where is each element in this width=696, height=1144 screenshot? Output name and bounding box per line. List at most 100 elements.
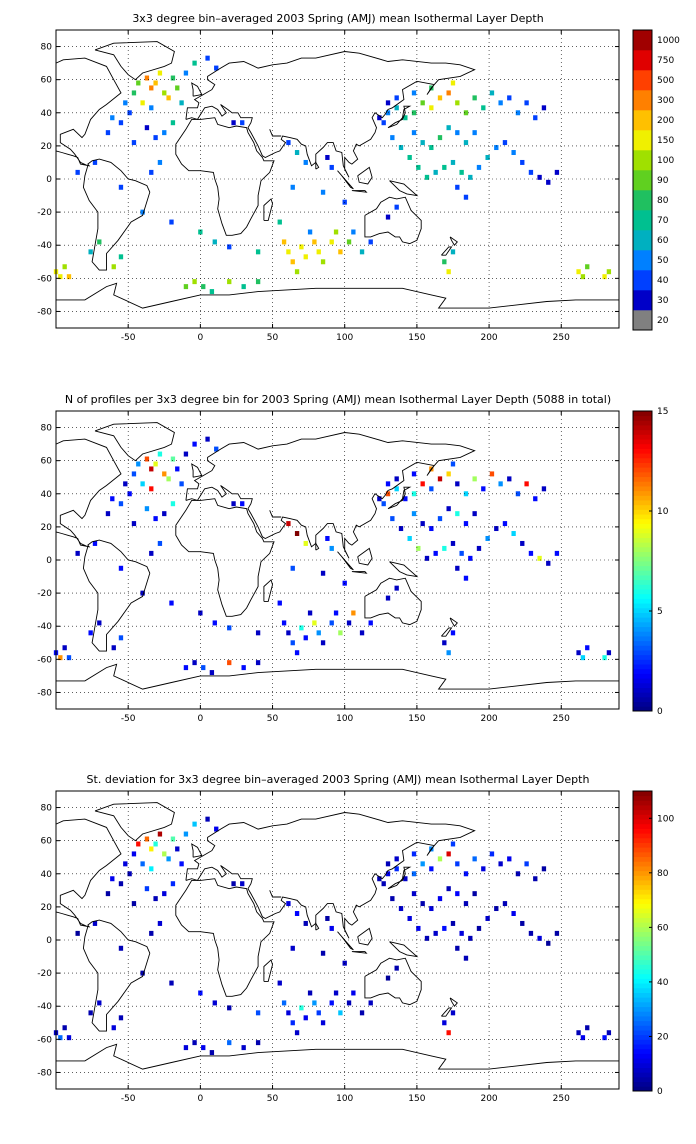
data-cell-84 [533, 876, 538, 882]
colorbar: 0 20 40 60 80 100 [632, 790, 674, 1097]
data-cell-65 [368, 620, 373, 626]
coastline-13 [441, 627, 453, 637]
colorbar-band-8 [633, 668, 652, 674]
data-cell-91 [433, 550, 438, 556]
colorbar-band-1 [633, 701, 652, 707]
data-cell-30 [214, 826, 219, 832]
data-cell-75 [455, 100, 460, 106]
data-cell-115 [377, 496, 382, 502]
colorbar-band-6 [633, 678, 652, 684]
colorbar-tick-label: 10 [657, 507, 669, 517]
data-cell-137 [192, 660, 197, 666]
coastline-16 [56, 663, 619, 690]
colorbar-frame [632, 790, 653, 1092]
colorbar-band-27 [633, 579, 652, 585]
data-cell-99 [502, 140, 508, 146]
data-cell-124 [450, 249, 456, 255]
colorbar-band-53 [633, 837, 652, 843]
colorbar-band-25 [633, 969, 652, 975]
data-cell-47 [255, 630, 261, 636]
colorbar-band-9 [633, 1044, 652, 1050]
data-cell-3 [157, 70, 163, 76]
data-cell-63 [277, 219, 282, 225]
chart-panel-1: 3x3 degree bin–averaged 2003 Spring (AMJ… [37, 12, 680, 343]
colorbar-band-35 [633, 542, 652, 548]
colorbar-band-47 [633, 486, 652, 492]
data-cell-123 [442, 259, 447, 265]
data-cell-119 [450, 461, 456, 467]
data-cell-132 [580, 1035, 586, 1041]
colorbar-band-19 [633, 617, 652, 623]
coastline-7 [337, 931, 354, 951]
colorbar-band-59 [633, 809, 652, 815]
colorbar-band-30 [633, 565, 652, 571]
colorbar-tick-label: 200 [657, 116, 674, 126]
data-cell-121 [463, 955, 469, 961]
y-tick-label: -40 [37, 622, 52, 632]
colorbar-band-63 [633, 411, 652, 417]
data-cell-62 [359, 630, 365, 636]
colorbar-band-13 [633, 1025, 652, 1031]
data-cell-117 [411, 851, 417, 857]
data-cell-62 [359, 1010, 365, 1016]
y-tick-label: 40 [41, 490, 53, 500]
coastline-10 [389, 561, 419, 578]
colorbar-band-43 [633, 884, 652, 890]
data-cell-117 [411, 90, 417, 96]
data-cell-113 [472, 891, 477, 897]
data-cell-40 [320, 950, 326, 956]
data-cell-1 [149, 846, 154, 852]
data-cell-36 [303, 159, 308, 165]
colorbar-tick-label: 5 [657, 607, 663, 617]
data-cell-76 [463, 871, 469, 877]
data-cell-44 [198, 229, 203, 235]
colorbar-band-25 [633, 589, 652, 595]
data-cell-52 [299, 1005, 304, 1011]
data-cell-16 [110, 496, 115, 502]
colorbar-band-15 [633, 1016, 652, 1022]
data-cell-47 [255, 249, 261, 255]
data-cell-28 [192, 441, 197, 447]
data-cell-52 [299, 244, 304, 250]
data-cell-87 [398, 145, 404, 151]
data-cell-49 [286, 1010, 291, 1016]
colorbar-band-63 [633, 791, 652, 797]
data-cell-126 [394, 204, 399, 210]
data-cell-84 [533, 496, 538, 502]
colorbar-frame [632, 410, 653, 712]
data-cell-99 [502, 521, 508, 527]
colorbar-swatch-7 [633, 170, 652, 191]
y-tick-label: -80 [37, 1068, 52, 1078]
colorbar-swatch-5 [633, 210, 652, 231]
data-cell-83 [524, 861, 529, 867]
data-cell-45 [212, 239, 217, 245]
colorbar-band-22 [633, 603, 652, 609]
colorbar-band-40 [633, 898, 652, 904]
colorbar-tick-label: 20 [657, 1032, 669, 1042]
colorbar-band-17 [633, 626, 652, 632]
data-cell-82 [515, 110, 521, 116]
colorbar-swatch-10 [633, 110, 652, 131]
coastline-4 [185, 812, 476, 939]
coastline-10 [389, 941, 419, 958]
data-cell-78 [481, 105, 486, 111]
x-tick-label: 150 [408, 1094, 425, 1104]
data-cell-69 [403, 876, 408, 882]
colorbar-band-45 [633, 875, 652, 881]
data-cell-116 [394, 476, 399, 482]
colorbar-tick-label: 0 [657, 1087, 663, 1097]
coastline-0 [55, 57, 151, 271]
colorbar-band-16 [633, 1011, 652, 1017]
data-cell-31 [183, 70, 189, 76]
coastline-1 [94, 422, 175, 462]
data-cell-111 [455, 891, 460, 897]
data-cell-15 [118, 120, 124, 126]
colorbar-band-42 [633, 509, 652, 515]
colorbar-band-19 [633, 997, 652, 1003]
data-cell-130 [66, 655, 72, 661]
data-cell-124 [450, 1010, 456, 1016]
data-cell-74 [446, 90, 451, 96]
colorbar-band-32 [633, 556, 652, 562]
data-cell-6 [140, 861, 145, 867]
data-cell-75 [455, 481, 460, 487]
